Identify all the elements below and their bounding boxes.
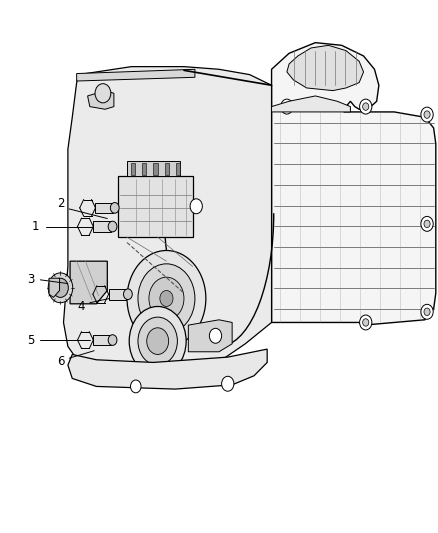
Circle shape <box>360 315 372 330</box>
Bar <box>131 163 135 175</box>
Circle shape <box>284 103 290 110</box>
Polygon shape <box>272 96 350 112</box>
Circle shape <box>124 289 132 300</box>
Circle shape <box>149 277 184 320</box>
Polygon shape <box>188 320 232 352</box>
Circle shape <box>363 103 369 110</box>
Text: 1: 1 <box>31 220 39 233</box>
Polygon shape <box>287 45 364 91</box>
Circle shape <box>421 304 433 319</box>
Text: 6: 6 <box>57 355 64 368</box>
Circle shape <box>424 111 430 118</box>
Bar <box>127 161 180 176</box>
Circle shape <box>222 376 234 391</box>
Bar <box>153 163 158 175</box>
Polygon shape <box>70 261 107 304</box>
Bar <box>95 203 113 213</box>
Circle shape <box>363 319 369 326</box>
Circle shape <box>48 273 73 303</box>
Circle shape <box>360 99 372 114</box>
Bar <box>93 335 111 345</box>
Bar <box>93 221 111 232</box>
Circle shape <box>190 199 202 214</box>
Circle shape <box>138 264 195 333</box>
Circle shape <box>421 216 433 231</box>
Circle shape <box>138 317 177 365</box>
Circle shape <box>95 84 111 103</box>
Circle shape <box>108 335 117 345</box>
Circle shape <box>127 251 206 346</box>
Polygon shape <box>77 69 195 81</box>
Polygon shape <box>68 349 267 389</box>
Circle shape <box>209 328 222 343</box>
Circle shape <box>424 308 430 316</box>
Circle shape <box>424 220 430 228</box>
Text: 5: 5 <box>27 334 34 346</box>
Bar <box>118 176 193 237</box>
Bar <box>109 289 126 300</box>
Text: 3: 3 <box>27 273 34 286</box>
Bar <box>142 163 146 175</box>
Bar <box>176 163 180 175</box>
Polygon shape <box>88 91 114 109</box>
Polygon shape <box>64 67 272 378</box>
Circle shape <box>131 380 141 393</box>
Circle shape <box>281 99 293 114</box>
Circle shape <box>129 306 186 376</box>
Text: 2: 2 <box>57 197 64 210</box>
Circle shape <box>110 203 119 213</box>
Circle shape <box>147 328 169 354</box>
Circle shape <box>160 290 173 306</box>
Circle shape <box>53 278 68 297</box>
Text: 4: 4 <box>77 300 85 313</box>
Bar <box>165 163 169 175</box>
Polygon shape <box>49 278 60 297</box>
Polygon shape <box>272 43 436 325</box>
Circle shape <box>421 107 433 122</box>
Circle shape <box>108 221 117 232</box>
